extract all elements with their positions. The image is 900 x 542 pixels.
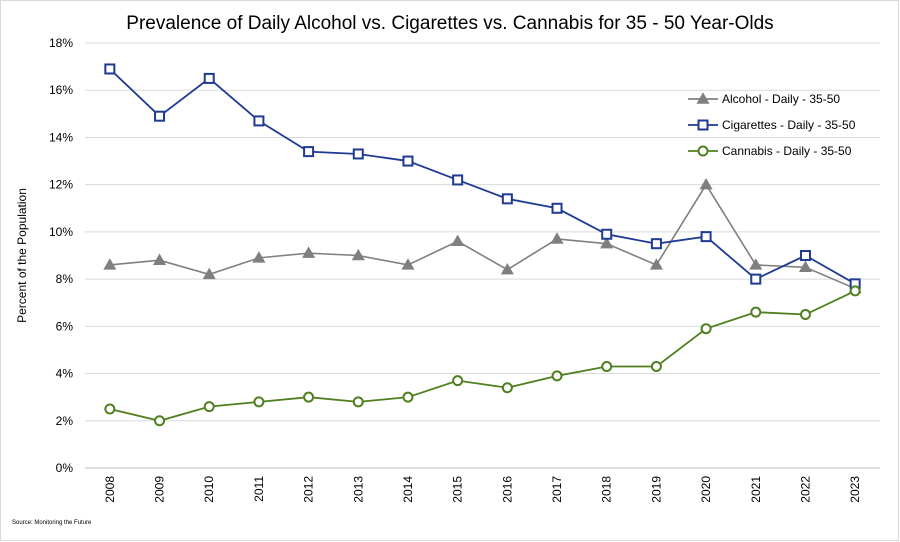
series-line-square [109, 68, 856, 285]
data-point-circle [253, 396, 265, 408]
data-point-circle [203, 401, 215, 413]
series-line-triangle [109, 183, 856, 290]
y-tick-label: 6% [56, 319, 74, 333]
data-point-triangle [699, 177, 713, 190]
x-tick-label: 2011 [252, 476, 266, 502]
legend-marker [696, 92, 710, 104]
x-tick-label: 2008 [103, 476, 117, 503]
data-point-triangle [600, 236, 614, 249]
x-tick-label: 2022 [798, 476, 812, 503]
x-tick-label: 2021 [749, 476, 763, 503]
data-point-circle [849, 285, 861, 297]
y-tick-label: 10% [49, 225, 73, 239]
data-point-square [452, 174, 464, 186]
data-point-square [750, 273, 762, 285]
x-tick-label: 2009 [153, 476, 167, 503]
data-point-triangle [152, 253, 167, 265]
legend-marker [697, 119, 709, 131]
data-point-triangle [649, 258, 663, 270]
data-point-circle [154, 415, 166, 427]
legend-label: Alcohol - Daily - 35-50 [722, 92, 840, 106]
data-point-circle [352, 396, 364, 408]
data-point-triangle [351, 248, 365, 261]
data-point-square [402, 155, 414, 167]
data-point-square [799, 250, 811, 261]
data-point-square [253, 115, 265, 127]
chart-title: Prevalence of Daily Alcohol vs. Cigarett… [126, 13, 774, 34]
legend-label: Cannabis - Daily - 35-50 [722, 144, 852, 158]
data-point-triangle [252, 251, 266, 263]
legend-marker [697, 145, 709, 157]
series-line-circle [109, 290, 856, 422]
data-point-circle [104, 403, 116, 415]
data-point-square [551, 202, 563, 214]
x-tick-label: 2014 [401, 476, 415, 503]
data-point-triangle [202, 267, 216, 280]
x-tick-label: 2017 [550, 476, 564, 503]
data-point-square [154, 110, 166, 122]
data-point-square [601, 228, 613, 240]
x-tick-label: 2013 [351, 476, 365, 503]
x-tick-label: 2019 [649, 476, 663, 503]
data-point-circle [750, 306, 762, 318]
data-point-circle [501, 382, 513, 394]
y-tick-label: 12% [49, 178, 73, 192]
x-tick-label: 2018 [600, 476, 614, 503]
data-point-circle [551, 370, 563, 382]
x-tick-label: 2015 [451, 476, 465, 503]
y-axis-label: Percent of the Population [15, 188, 29, 323]
data-point-square [501, 193, 513, 205]
x-tick-label: 2020 [699, 476, 713, 503]
x-tick-label: 2016 [500, 476, 514, 503]
x-tick-label: 2010 [202, 476, 216, 503]
data-point-circle [799, 309, 811, 321]
y-tick-label: 14% [49, 130, 73, 144]
data-point-square [303, 146, 315, 158]
y-tick-label: 0% [56, 461, 74, 475]
data-point-square [203, 72, 215, 84]
data-point-circle [402, 391, 414, 403]
data-point-square [104, 63, 116, 75]
data-point-triangle [451, 234, 465, 247]
x-tick-label: 2023 [848, 476, 862, 503]
data-point-triangle [550, 232, 564, 244]
data-point-square [352, 148, 364, 160]
data-point-triangle [500, 262, 514, 275]
y-tick-label: 8% [56, 272, 74, 286]
source-note: Source: Monitoring the Future [12, 520, 92, 526]
data-point-triangle [103, 258, 117, 270]
data-point-circle [601, 360, 613, 372]
data-point-circle [452, 375, 464, 387]
data-point-square [700, 231, 712, 243]
y-tick-label: 2% [56, 414, 74, 428]
data-point-square [650, 238, 662, 250]
data-point-triangle [798, 260, 813, 273]
legend-label: Cigarettes - Daily - 35-50 [722, 118, 856, 132]
data-point-circle [700, 323, 712, 335]
y-tick-label: 16% [49, 83, 73, 97]
data-point-triangle [401, 258, 415, 270]
y-tick-label: 4% [56, 367, 74, 381]
x-tick-label: 2012 [302, 476, 316, 503]
data-point-circle [650, 360, 662, 372]
data-point-triangle [749, 258, 763, 270]
data-point-circle [303, 391, 315, 403]
data-point-triangle [302, 246, 316, 258]
y-tick-label: 18% [49, 36, 73, 50]
